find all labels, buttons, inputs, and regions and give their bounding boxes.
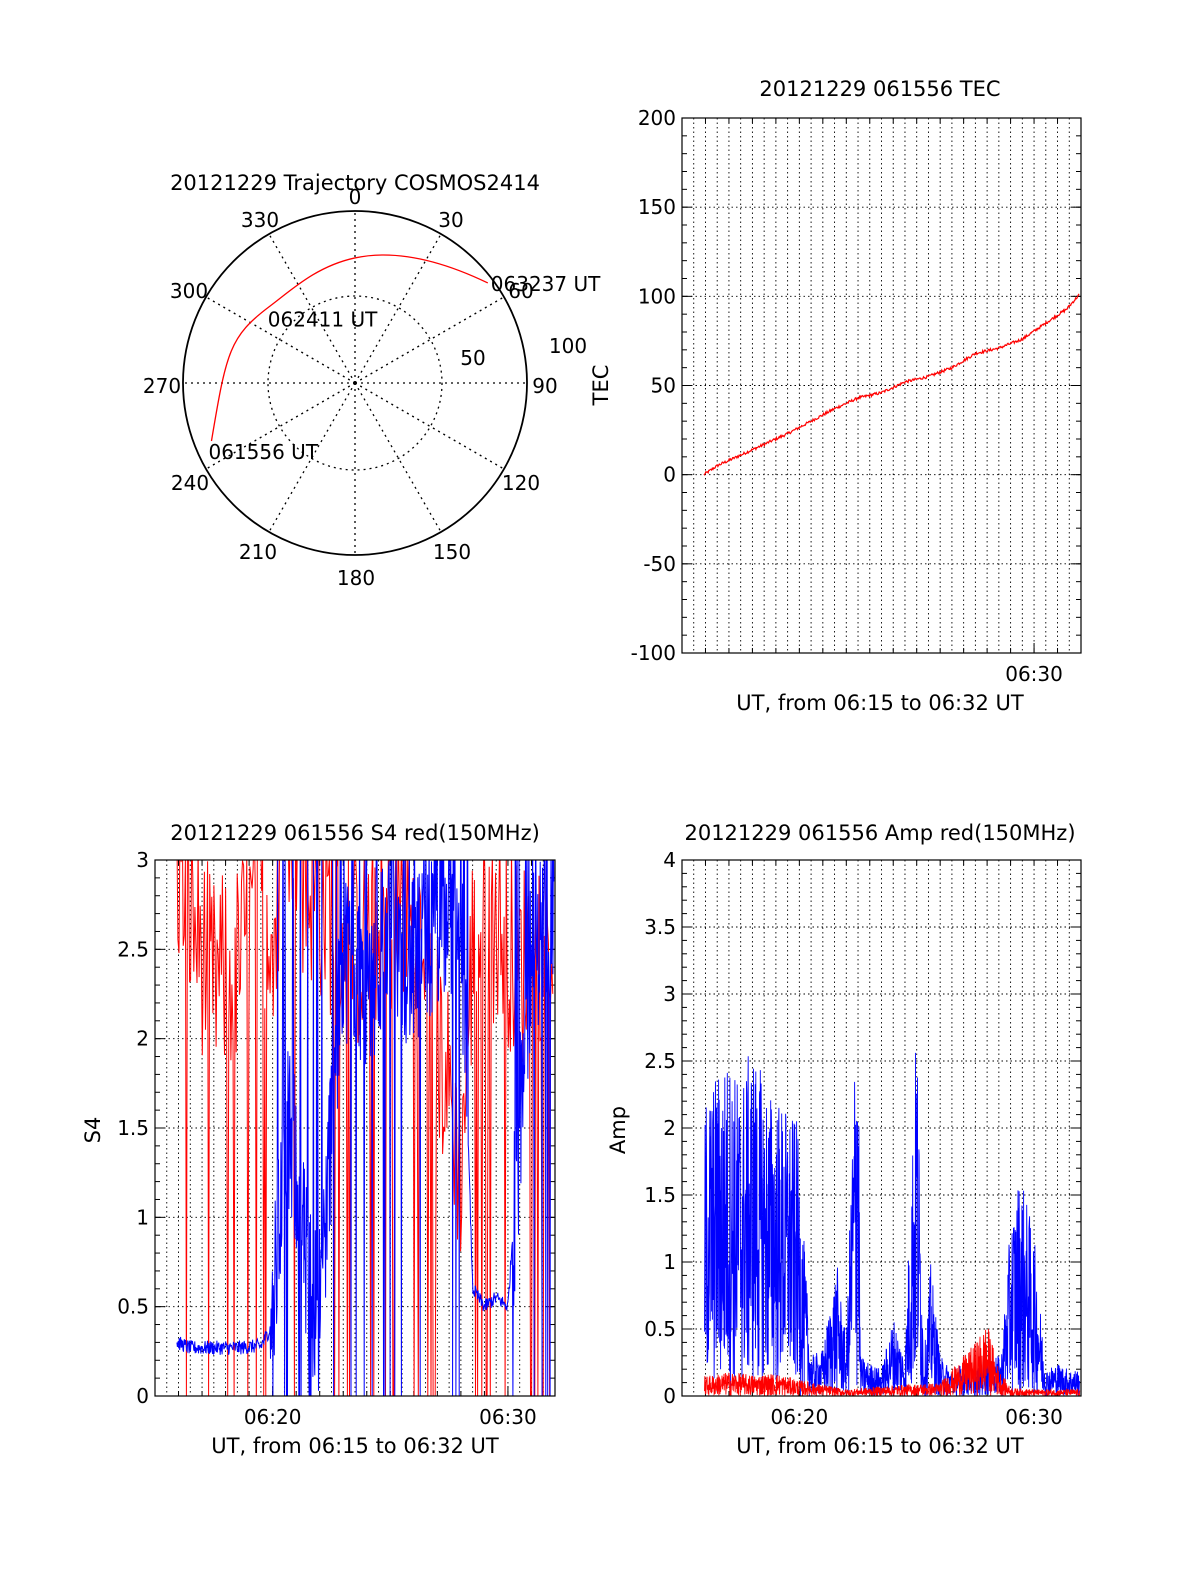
tec-plot: 20121229 061556 TEC TEC UT, from 06:15 t… <box>589 77 1082 715</box>
s4-title: 20121229 061556 S4 red(150MHz) <box>170 821 540 845</box>
x-tick-label: 06:20 <box>244 1405 302 1429</box>
y-tick-label: 200 <box>638 106 676 130</box>
y-tick-label: 0 <box>663 463 676 487</box>
polar-spoke <box>354 382 505 470</box>
y-tick-label: 100 <box>638 284 676 308</box>
polar-spoke <box>205 382 356 470</box>
y-tick-label: 0 <box>663 1384 676 1408</box>
polar-elevation-label: 100 <box>549 334 587 358</box>
y-tick-label: 50 <box>651 374 676 398</box>
tec-xlabel: UT, from 06:15 to 06:32 UT <box>736 691 1024 715</box>
trajectory-point-label: 063237 UT <box>491 272 601 296</box>
y-tick-label: 3 <box>136 848 149 872</box>
s4-xlabel: UT, from 06:15 to 06:32 UT <box>211 1434 499 1458</box>
y-tick-label: 2 <box>136 1027 149 1051</box>
polar-azimuth-label: 210 <box>239 540 277 564</box>
polar-azimuth-label: 90 <box>532 374 557 398</box>
amp-title: 20121229 061556 Amp red(150MHz) <box>684 821 1075 845</box>
axes-frame <box>681 117 1082 654</box>
y-tick-label: 1 <box>136 1205 149 1229</box>
trajectory-line <box>210 254 489 442</box>
polar-azimuth-label: 300 <box>170 279 208 303</box>
trajectory-polar-plot: 20121229 Trajectory COSMOS2414 0 30 60 90 12… <box>143 171 601 590</box>
y-tick-label: 4 <box>663 848 676 872</box>
y-tick-label: 150 <box>638 195 676 219</box>
amp-blue-series <box>704 1052 1081 1396</box>
s4-ylabel: S4 <box>81 1117 105 1144</box>
polar-azimuth-label: 150 <box>433 540 471 564</box>
tec-series-line <box>703 293 1080 476</box>
x-tick-label: 06:30 <box>479 1405 537 1429</box>
amp-plot-area <box>704 1052 1081 1396</box>
axes-frame <box>154 859 556 1397</box>
tec-title: 20121229 061556 TEC <box>759 77 1000 101</box>
y-tick-label: 0.5 <box>644 1317 676 1341</box>
y-tick-label: 2.5 <box>117 937 149 961</box>
amp-ylabel: Amp <box>606 1106 630 1154</box>
polar-ring-50 <box>267 295 443 471</box>
polar-outer-ring <box>182 210 528 556</box>
polar-elevation-label: 50 <box>460 346 485 370</box>
x-tick-label: 06:30 <box>1005 662 1063 686</box>
polar-spoke <box>354 382 442 533</box>
tec-plot-area <box>703 293 1080 476</box>
y-tick-label: 1 <box>663 1250 676 1274</box>
y-tick-label: -100 <box>631 641 676 665</box>
polar-spoke <box>205 296 356 384</box>
axes-frame <box>681 859 1082 1397</box>
y-tick-label: 1.5 <box>117 1116 149 1140</box>
y-tick-label: 2.5 <box>644 1049 676 1073</box>
polar-azimuth-label: 240 <box>171 471 209 495</box>
polar-spoke <box>354 296 505 384</box>
polar-azimuth-label: 0 <box>349 185 362 209</box>
y-tick-label: 0 <box>136 1384 149 1408</box>
trajectory-point-label: 062411 UT <box>268 307 378 331</box>
tec-grid <box>682 118 1081 653</box>
polar-azimuth-label: 330 <box>241 208 279 232</box>
x-tick-label: 06:20 <box>771 1405 829 1429</box>
s4-plot-area <box>176 860 555 1396</box>
y-tick-label: 3.5 <box>644 915 676 939</box>
polar-azimuth-label: 30 <box>438 208 463 232</box>
y-tick-label: 3 <box>663 982 676 1006</box>
x-tick-label: 06:30 <box>1005 1405 1063 1429</box>
amp-plot: 20121229 061556 Amp red(150MHz) Amp UT, … <box>606 821 1082 1458</box>
polar-title: 20121229 Trajectory COSMOS2414 <box>170 171 540 195</box>
y-tick-label: 1.5 <box>644 1183 676 1207</box>
polar-azimuth-label: 270 <box>143 374 181 398</box>
polar-azimuth-label: 60 <box>508 279 533 303</box>
s4-blue-series <box>176 860 555 1396</box>
s4-plot: 20121229 061556 S4 red(150MHz) S4 UT, fr… <box>81 821 556 1458</box>
polar-spoke <box>268 233 356 384</box>
amp-xlabel: UT, from 06:15 to 06:32 UT <box>736 1434 1024 1458</box>
polar-spoke <box>354 233 442 384</box>
polar-azimuth-label: 120 <box>502 471 540 495</box>
y-tick-label: 0.5 <box>117 1295 149 1319</box>
y-tick-label: -50 <box>643 552 676 576</box>
tec-ylabel: TEC <box>589 365 613 407</box>
trajectory-point-label: 061556 UT <box>208 440 318 464</box>
polar-spoke <box>268 382 356 533</box>
polar-azimuth-label: 180 <box>337 566 375 590</box>
y-tick-label: 2 <box>663 1116 676 1140</box>
